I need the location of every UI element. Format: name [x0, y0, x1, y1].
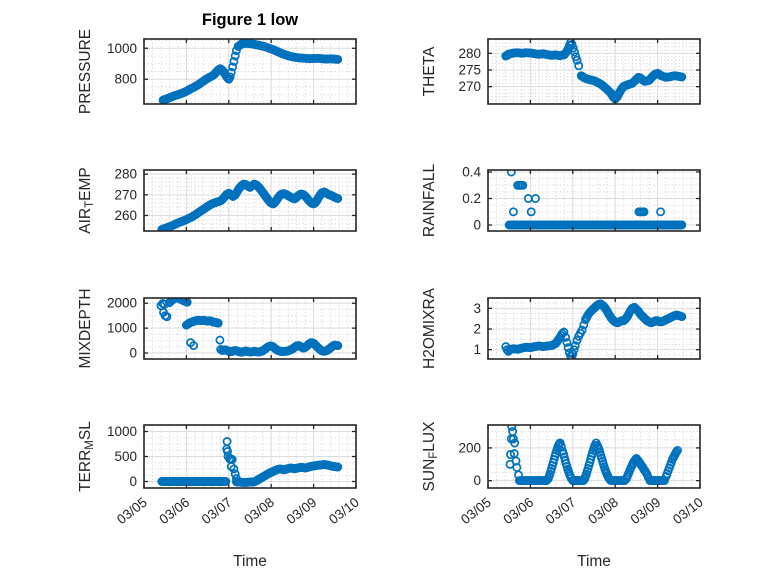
y-tick-label: 0	[129, 346, 137, 361]
tick-marks	[487, 170, 701, 231]
y-tick-label: 275	[458, 63, 481, 78]
y-tick-label: 2000	[107, 296, 137, 311]
y-axis-label-rainfall: RAINFALL	[421, 164, 438, 238]
data-markers	[501, 299, 687, 359]
y-axis-label-sun_flux: SUNFLUX	[421, 421, 440, 492]
y-tick-label: 800	[114, 72, 137, 87]
x-tick-label: 03/05	[114, 495, 150, 528]
y-axis-label-mixdepth: MIXDEPTH	[77, 288, 94, 368]
x-tick-label: 03/09	[284, 495, 320, 528]
y-tick-label: 200	[458, 440, 481, 455]
y-axis-label-theta: THETA	[421, 46, 438, 96]
y-axis-label-pressure: PRESSURE	[77, 29, 94, 114]
y-tick-label: 0	[129, 474, 137, 489]
subplot-sun_flux: 0 200 03/05 03/06 03/07 03/08 03/09 03/10 SUNFLU…	[421, 421, 706, 527]
y-tick-label: 1	[473, 342, 481, 357]
data-markers	[505, 425, 682, 486]
x-tick-label: 03/10	[326, 495, 362, 528]
y-tick-label: 1000	[107, 424, 137, 439]
y-tick-label: 2	[473, 322, 481, 337]
x-tick-label: 03/07	[543, 495, 579, 528]
y-tick-label: 0	[473, 473, 481, 488]
y-tick-label: 0.2	[462, 191, 481, 206]
axes-border	[487, 424, 701, 489]
tick-marks	[143, 425, 357, 488]
y-tick-label: 1000	[107, 41, 137, 56]
x-axis-label-right: Time	[577, 553, 611, 570]
y-tick-label: 3	[473, 301, 481, 316]
y-tick-label: 1000	[107, 321, 137, 336]
x-axis-label-left: Time	[233, 553, 267, 570]
axes-border	[487, 38, 701, 105]
axes-border	[143, 38, 357, 105]
y-axis-label-air_temp: AIRTEMP	[77, 167, 96, 233]
y-tick-label: 280	[114, 167, 137, 182]
data-markers	[157, 179, 343, 231]
figure-title: Figure 1 low	[201, 11, 299, 29]
data-markers	[158, 39, 343, 104]
data-markers	[157, 437, 343, 487]
subplot-terr_msl: 0 500 1000 03/05 03/06 03/07 03/08 03/09 03/10 TE…	[77, 421, 362, 527]
data-markers	[156, 298, 343, 357]
y-tick-label: 280	[458, 46, 481, 61]
y-tick-label: 500	[114, 449, 137, 464]
y-tick-label: 0	[473, 218, 481, 233]
y-tick-label: 270	[114, 187, 137, 202]
axes-border	[143, 169, 357, 232]
y-axis-label-h2omixra: H2OMIXRA	[421, 287, 438, 369]
x-tick-label: 03/08	[241, 495, 277, 528]
axes-border	[487, 169, 701, 232]
subplot-air_temp: 260 270 280 AIRTEMP	[77, 167, 357, 234]
subplot-pressure: 800 1000 PRESSURE	[77, 29, 357, 114]
y-axis-label-terr_msl: TERRMSL	[77, 421, 96, 492]
tick-marks	[143, 170, 357, 231]
data-markers	[501, 39, 687, 104]
x-tick-label: 03/07	[199, 495, 235, 528]
tick-marks	[143, 39, 357, 104]
subplot-rainfall: 0 0.2 0.4 RAINFALL	[421, 164, 701, 238]
tick-marks	[487, 425, 701, 488]
subplot-mixdepth: 0 1000 2000 MIXDEPTH	[77, 288, 357, 369]
y-tick-label: 260	[114, 208, 137, 223]
y-tick-label: 270	[458, 79, 481, 94]
tick-marks	[143, 298, 357, 359]
tick-marks	[487, 39, 701, 104]
x-tick-label: 03/10	[670, 495, 706, 528]
x-tick-label: 03/08	[585, 495, 621, 528]
x-tick-label: 03/05	[458, 495, 494, 528]
x-tick-label: 03/09	[628, 495, 664, 528]
tick-marks	[487, 298, 701, 359]
data-markers	[504, 170, 687, 230]
subplot-h2omixra: 1 2 3 H2OMIXRA	[421, 287, 701, 369]
x-tick-label: 03/06	[156, 495, 192, 528]
y-tick-label: 0.4	[462, 164, 481, 179]
x-tick-label: 03/06	[500, 495, 536, 528]
